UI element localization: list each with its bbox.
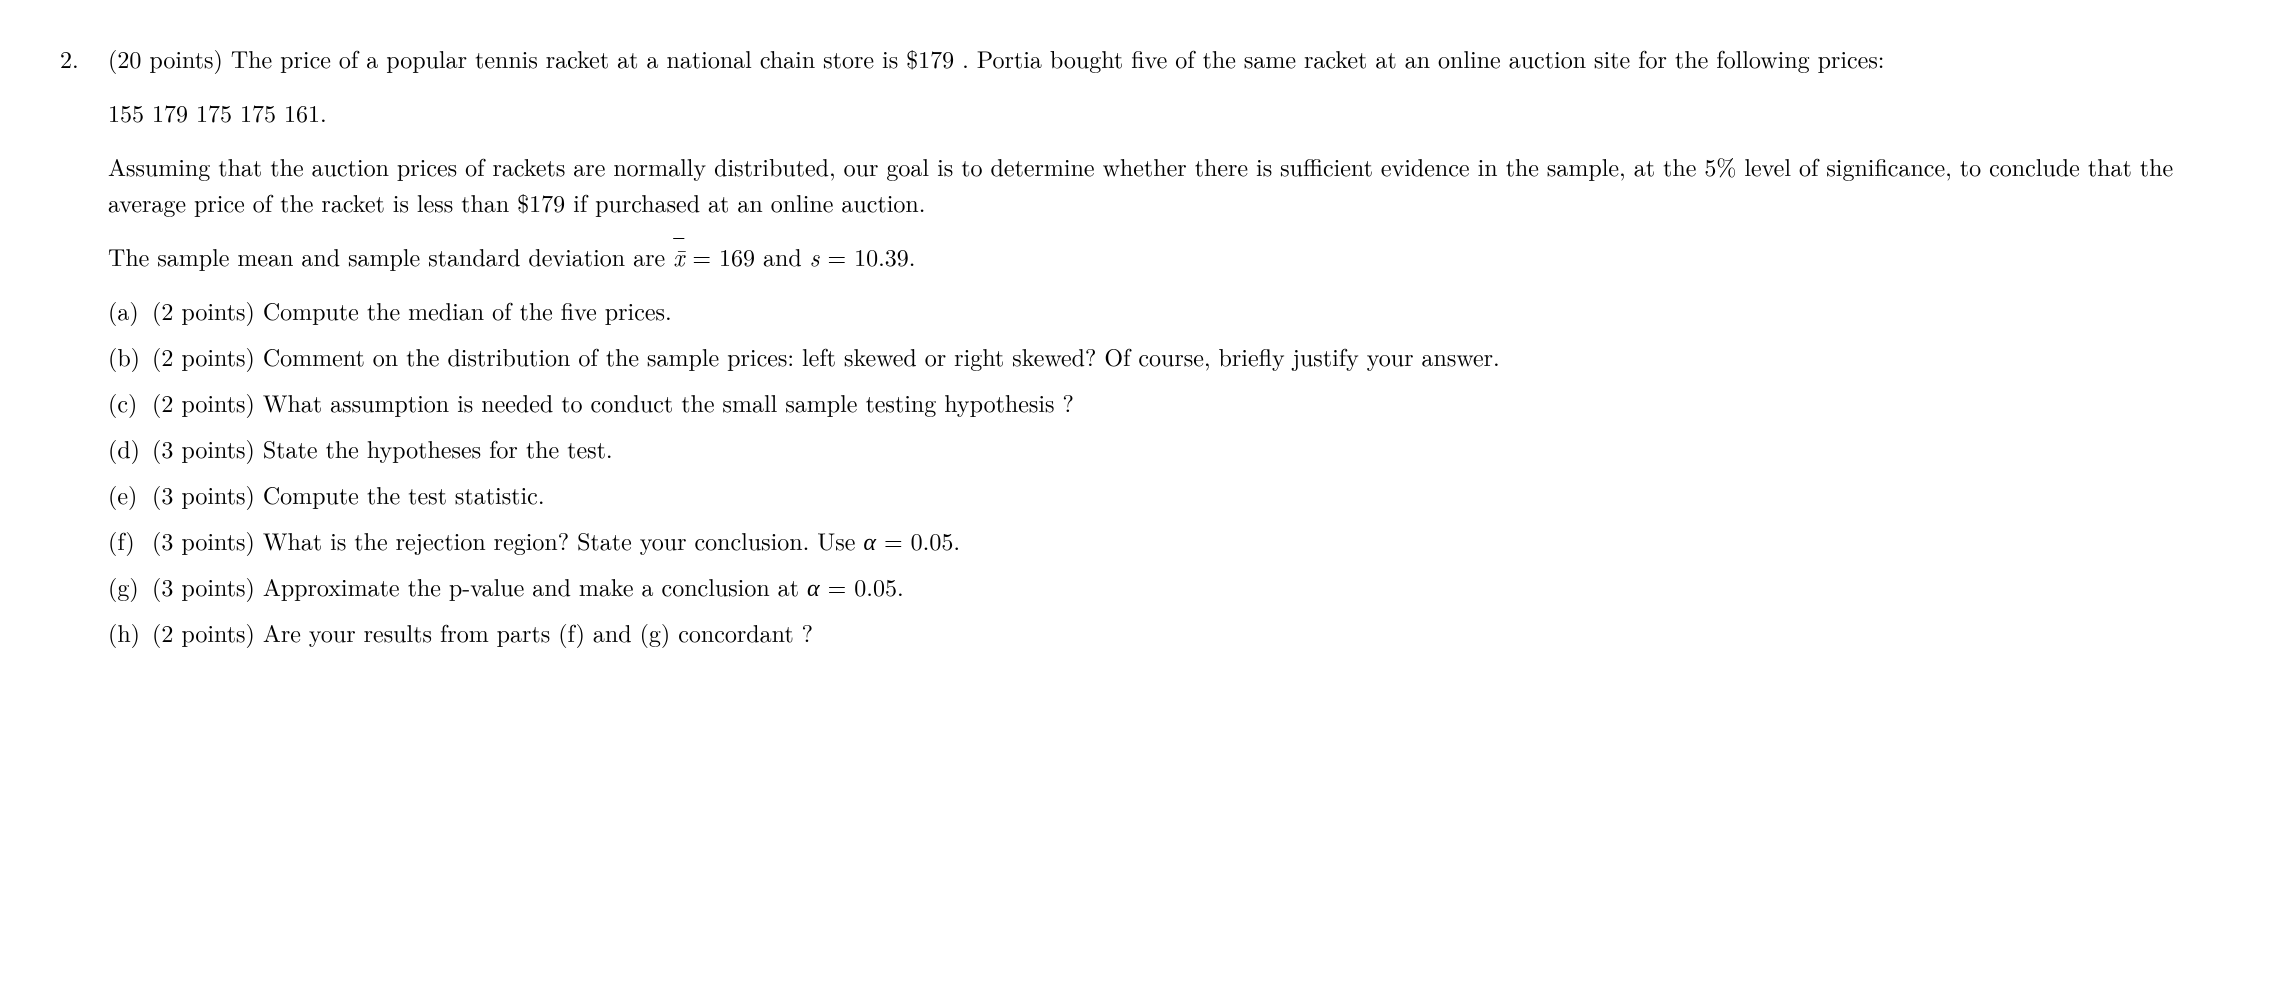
intro-paragraph-1: (20 points) The price of a popular tenni… [108,40,2213,76]
subpart-a-points: (2 points) [152,293,255,327]
subpart-g: (g) (3 points) Approximate the p-value a… [108,568,2213,604]
subpart-c-body: (2 points) What assumption is needed to … [152,384,2213,420]
s-symbol: s [810,239,820,273]
points-label: (20 points) [108,41,223,75]
subpart-g-text-suffix: = 0.05. [820,569,904,603]
subpart-f-text-prefix: What is the rejection region? State your… [263,523,864,557]
subpart-a: (a) (2 points) Compute the median of the… [108,292,2213,328]
subpart-h-body: (2 points) Are your results from parts (… [152,614,2213,650]
subpart-f-points: (3 points) [152,523,255,557]
subpart-d-label: (d) [108,430,152,466]
subpart-b-text: Comment on the distribution of the sampl… [263,339,1500,373]
problem-body: (20 points) The price of a popular tenni… [108,40,2213,660]
subpart-a-label: (a) [108,292,152,328]
subpart-c-label: (c) [108,384,152,420]
subpart-c-text: What assumption is needed to conduct the… [263,385,1074,419]
subpart-a-text: Compute the median of the five prices. [263,293,672,327]
subpart-e-label: (e) [108,476,152,512]
subpart-e-body: (3 points) Compute the test statistic. [152,476,2213,512]
subpart-h-points: (2 points) [152,615,255,649]
subpart-f-text-suffix: = 0.05. [876,523,960,557]
subpart-h: (h) (2 points) Are your results from par… [108,614,2213,650]
xbar-symbol: x̄ [673,239,684,273]
subpart-d-points: (3 points) [152,431,255,465]
subpart-a-body: (2 points) Compute the median of the fiv… [152,292,2213,328]
subpart-g-points: (3 points) [152,569,255,603]
subpart-d: (d) (3 points) State the hypotheses for … [108,430,2213,466]
stats-prefix: The sample mean and sample standard devi… [108,239,673,273]
subpart-b: (b) (2 points) Comment on the distributi… [108,338,2213,374]
subpart-e-points: (3 points) [152,477,255,511]
subpart-h-label: (h) [108,614,152,650]
subpart-f-label: (f) [108,522,152,558]
problem-container: 2. (20 points) The price of a popular te… [60,40,2213,660]
subpart-e-text: Compute the test statistic. [263,477,545,511]
subpart-h-text: Are your results from parts (f) and (g) … [263,615,813,649]
subpart-c-points: (2 points) [152,385,255,419]
subpart-g-text-prefix: Approximate the p-value and make a concl… [263,569,807,603]
subpart-d-text: State the hypotheses for the test. [263,431,613,465]
subpart-b-points: (2 points) [152,339,255,373]
stats-mid2: = 10.39. [819,239,915,273]
subpart-g-alpha: α [807,569,820,603]
subpart-g-label: (g) [108,568,152,604]
subpart-d-body: (3 points) State the hypotheses for the … [152,430,2213,466]
subpart-f-alpha: α [863,523,876,557]
subpart-f-body: (3 points) What is the rejection region?… [152,522,2213,558]
subpart-g-body: (3 points) Approximate the p-value and m… [152,568,2213,604]
subpart-b-label: (b) [108,338,152,374]
problem-number: 2. [60,40,100,76]
stats-mid1: = 169 and [684,239,809,273]
stats-paragraph: The sample mean and sample standard devi… [108,238,2213,274]
subpart-c: (c) (2 points) What assumption is needed… [108,384,2213,420]
subpart-e: (e) (3 points) Compute the test statisti… [108,476,2213,512]
intro-text-1: The price of a popular tennis racket at … [231,41,1885,75]
subparts-list: (a) (2 points) Compute the median of the… [108,292,2213,650]
subpart-b-body: (2 points) Comment on the distribution o… [152,338,2213,374]
data-values-line: 155 179 175 175 161. [108,94,2213,130]
subpart-f: (f) (3 points) What is the rejection reg… [108,522,2213,558]
intro-paragraph-2: Assuming that the auction prices of rack… [108,148,2213,220]
